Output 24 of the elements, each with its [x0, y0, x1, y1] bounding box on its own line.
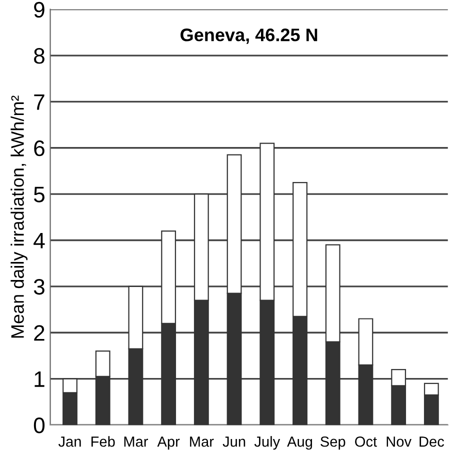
x-tick-label: Apr	[157, 436, 180, 450]
y-tick-label: 3	[34, 278, 44, 295]
x-tick-label: Sep	[320, 436, 346, 450]
x-tick-label: Aug	[287, 436, 312, 450]
text: Geneva, 46.25 N	[180, 28, 318, 44]
x-tick-label: Jun	[222, 436, 246, 447]
y-tick-label: 6	[34, 140, 44, 156]
x-tick-label: Oct	[355, 436, 377, 447]
y-axis-title: Mean daily irradiation, kWh/m²	[10, 96, 28, 338]
x-tick-label: Dec	[420, 436, 444, 447]
x-tick-label: Mar	[124, 436, 148, 447]
y-tick-label: 8	[34, 48, 44, 64]
y-tick-label: 4	[34, 233, 45, 248]
y-tick-label: 7	[34, 94, 44, 110]
x-tick-label: Feb	[91, 436, 115, 447]
y-tick-label: 9	[34, 2, 44, 18]
y-tick-label: 0	[34, 418, 45, 434]
x-tick-label: Jan	[58, 436, 81, 447]
y-tick-label: 2	[34, 325, 44, 341]
x-tick-label: July	[254, 436, 280, 450]
x-tick-label: Mar	[190, 436, 214, 447]
y-tick-label: 5	[34, 186, 44, 202]
y-tick-label: 1	[34, 372, 44, 387]
x-tick-label: Nov	[386, 436, 412, 447]
